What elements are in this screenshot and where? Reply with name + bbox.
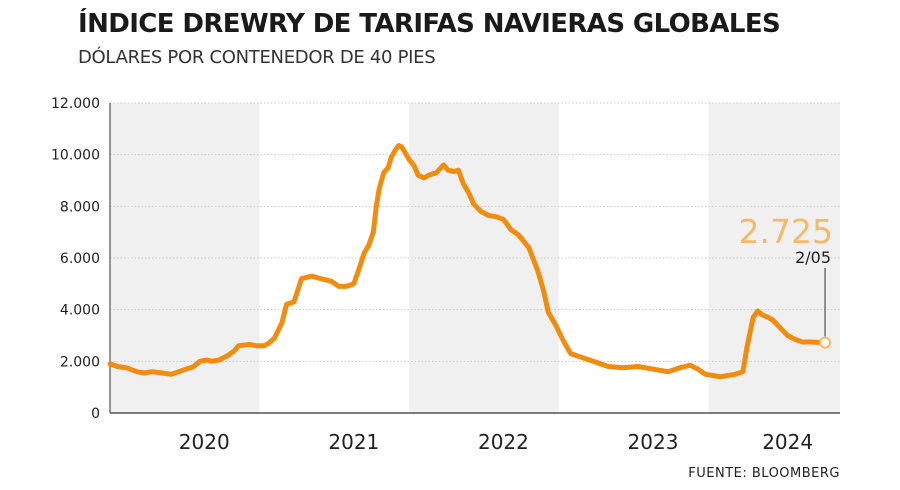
chart-subtitle: DÓLARES POR CONTENEDOR DE 40 PIES bbox=[78, 47, 436, 68]
x-tick-label-2023: 2023 bbox=[628, 430, 679, 454]
shaded-year-band-1 bbox=[409, 103, 559, 413]
y-tick-label-1: 2.000 bbox=[60, 354, 100, 370]
x-tick-label-2022: 2022 bbox=[478, 430, 529, 454]
y-tick-label-3: 6.000 bbox=[60, 251, 100, 267]
x-tick-label-2024: 2024 bbox=[762, 430, 813, 454]
series-line bbox=[107, 143, 828, 380]
annotation-value: 2.725 bbox=[739, 212, 833, 251]
source-note: FUENTE: BLOOMBERG bbox=[688, 466, 840, 481]
x-tick-label-2021: 2021 bbox=[328, 430, 379, 454]
y-tick-label-6: 12.000 bbox=[51, 96, 100, 112]
y-tick-label-5: 10.000 bbox=[51, 148, 100, 164]
annotation-date: 2/05 bbox=[795, 248, 831, 267]
last-point-marker bbox=[819, 336, 832, 349]
x-tick-label-2020: 2020 bbox=[179, 430, 230, 454]
y-tick-label-2: 4.000 bbox=[60, 303, 100, 319]
y-tick-label-0: 0 bbox=[91, 406, 100, 422]
y-tick-label-4: 8.000 bbox=[60, 199, 100, 215]
chart-title: ÍNDICE DREWRY DE TARIFAS NAVIERAS GLOBAL… bbox=[78, 9, 781, 39]
